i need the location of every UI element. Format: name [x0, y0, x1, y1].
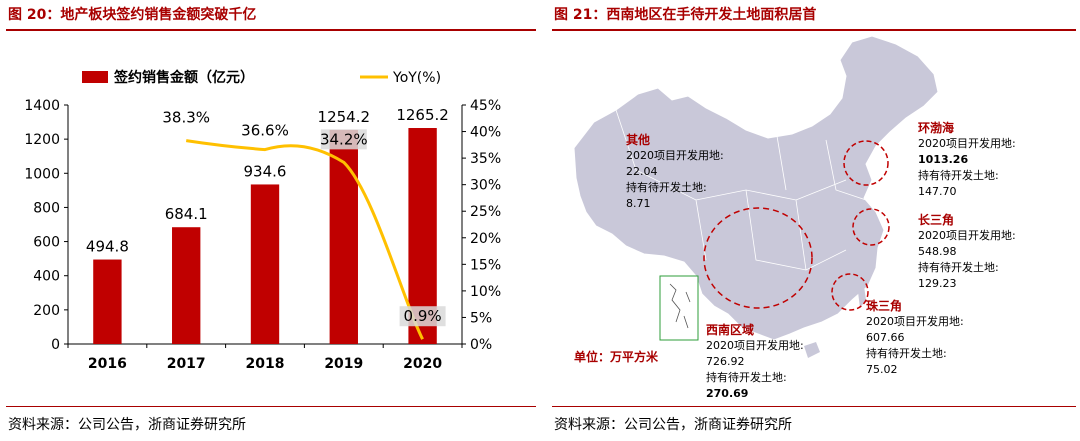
- region-name: 西南区域: [706, 323, 755, 337]
- y-tick-label-right: 20%: [470, 231, 501, 247]
- dev-label: 2020项目开发用地:: [918, 229, 1016, 242]
- line-value-label: 38.3%: [162, 109, 210, 127]
- bar: [172, 227, 201, 344]
- x-tick-label: 2019: [324, 356, 363, 372]
- y-tick-label-left: 1000: [24, 166, 60, 182]
- bar-value-label: 494.8: [86, 238, 129, 256]
- y-tick-label-left: 600: [33, 235, 60, 251]
- y-tick-label-left: 1200: [24, 132, 60, 148]
- title-rule: [6, 29, 536, 31]
- yoy-line: [185, 139, 424, 340]
- bar-value-label: 684.1: [165, 205, 208, 223]
- chart-source: 资料来源：公司公告，浙商证券研究所: [8, 417, 246, 433]
- dev-value: 22.04: [626, 165, 658, 178]
- pending-value: 75.02: [866, 363, 898, 376]
- pending-label: 持有待开发土地:: [626, 181, 707, 194]
- chart-title: 图 20：地产板块签约销售金额突破千亿: [8, 7, 257, 23]
- region-name: 长三角: [918, 213, 955, 227]
- bar-value-label: 934.6: [244, 162, 287, 180]
- y-tick-label-right: 15%: [470, 257, 501, 273]
- y-tick-label-right: 10%: [470, 284, 501, 300]
- unit-label: 单位：万平方米: [574, 350, 659, 364]
- y-tick-label-right: 25%: [470, 204, 501, 220]
- pending-value: 129.23: [918, 277, 957, 290]
- pending-label: 持有待开发土地:: [918, 169, 999, 182]
- pearl-circle: [831, 273, 869, 311]
- pending-value: 8.71: [626, 197, 651, 210]
- dev-label: 2020项目开发用地:: [866, 315, 964, 328]
- left-panel: 图 20：地产板块签约销售金额突破千亿 签约销售金额（亿元） YoY(%) 0 200…: [6, 7, 536, 433]
- map-title: 图 21：西南地区在手待开发土地面积居首: [554, 7, 817, 23]
- china-map-shape: [573, 35, 939, 341]
- pending-value: 270.69: [706, 387, 749, 400]
- pending-value: 147.70: [918, 185, 957, 198]
- pending-label: 持有待开发土地:: [866, 347, 947, 360]
- dev-value: 607.66: [866, 331, 905, 344]
- y-tick-label-right: 5%: [470, 310, 492, 326]
- yangtze-circle: [852, 208, 890, 246]
- y-tick-label-left: 400: [33, 269, 60, 285]
- source-rule: [6, 406, 536, 407]
- region-other: 其他 2020项目开发用地: 22.04 持有待开发土地: 8.71: [626, 132, 724, 212]
- dev-value: 726.92: [706, 355, 745, 368]
- bar-value-label: 1265.2: [396, 106, 449, 124]
- x-tick-label: 2020: [403, 356, 442, 372]
- y-tick-label-right: 0%: [470, 337, 492, 353]
- bar: [329, 129, 358, 344]
- region-yangtze: 长三角 2020项目开发用地: 548.98 持有待开发土地: 129.23: [918, 212, 1016, 292]
- region-southwest: 西南区域 2020项目开发用地: 726.92 持有待开发土地: 270.69: [706, 322, 804, 402]
- dev-label: 2020项目开发用地:: [918, 137, 1016, 150]
- y-tick-label-right: 45%: [470, 98, 501, 114]
- region-bohai: 环渤海 2020项目开发用地: 1013.26 持有待开发土地: 147.70: [918, 120, 1016, 200]
- dev-value: 548.98: [918, 245, 957, 258]
- y-tick-label-left: 800: [33, 200, 60, 216]
- region-name: 环渤海: [918, 121, 955, 135]
- region-name: 其他: [626, 133, 651, 147]
- bar: [93, 259, 122, 344]
- pending-label: 持有待开发土地:: [918, 261, 999, 274]
- line-label-bg: [399, 306, 446, 327]
- province-borders: [615, 109, 867, 271]
- bohai-circle: [843, 140, 889, 186]
- x-tick-label: 2018: [246, 356, 285, 372]
- china-map: [573, 35, 939, 358]
- dev-label: 2020项目开发用地:: [626, 149, 724, 162]
- legend-bar-label: 签约销售金额（亿元）: [113, 69, 254, 86]
- line-value-label: 36.6%: [241, 122, 289, 140]
- dev-label: 2020项目开发用地:: [706, 339, 804, 352]
- title-rule: [552, 29, 1076, 31]
- dev-value: 1013.26: [918, 153, 969, 166]
- x-tick-label: 2016: [88, 356, 127, 372]
- y-tick-label-right: 35%: [470, 151, 501, 167]
- line-label-bg: [320, 129, 367, 150]
- legend-bar-swatch: [82, 71, 108, 83]
- region-pearl: 珠三角 2020项目开发用地: 607.66 持有待开发土地: 75.02: [866, 298, 964, 378]
- y-tick-label-right: 40%: [470, 125, 501, 141]
- y-tick-label-left: 1400: [24, 98, 60, 114]
- hainan-shape: [804, 342, 820, 358]
- bar-value-label: 1254.2: [318, 108, 371, 126]
- y-tick-label-left: 200: [33, 303, 60, 319]
- x-tick-label: 2017: [167, 356, 206, 372]
- region-name: 珠三角: [866, 299, 903, 313]
- south-sea-islands: [669, 283, 691, 329]
- y-tick-label-left: 0: [51, 337, 60, 353]
- pending-label: 持有待开发土地:: [706, 371, 787, 384]
- line-value-label: 34.2%: [320, 130, 368, 148]
- source-rule: [552, 406, 1076, 407]
- bar: [250, 184, 280, 344]
- sales-chart: 签约销售金额（亿元） YoY(%) 0 200 400 600 800 1000 1200 140…: [24, 69, 501, 372]
- right-panel: 图 21：西南地区在手待开发土地面积居首 其他 2020项目开发用地: 22.0…: [546, 0, 1080, 441]
- y-tick-label-right: 30%: [470, 178, 501, 194]
- southwest-ellipse: [703, 207, 813, 309]
- south-sea-inset: [659, 275, 699, 341]
- map-source: 资料来源：公司公告，浙商证券研究所: [554, 417, 792, 433]
- legend-line-label: YoY(%): [392, 70, 441, 86]
- line-value-label: 0.9%: [404, 307, 442, 325]
